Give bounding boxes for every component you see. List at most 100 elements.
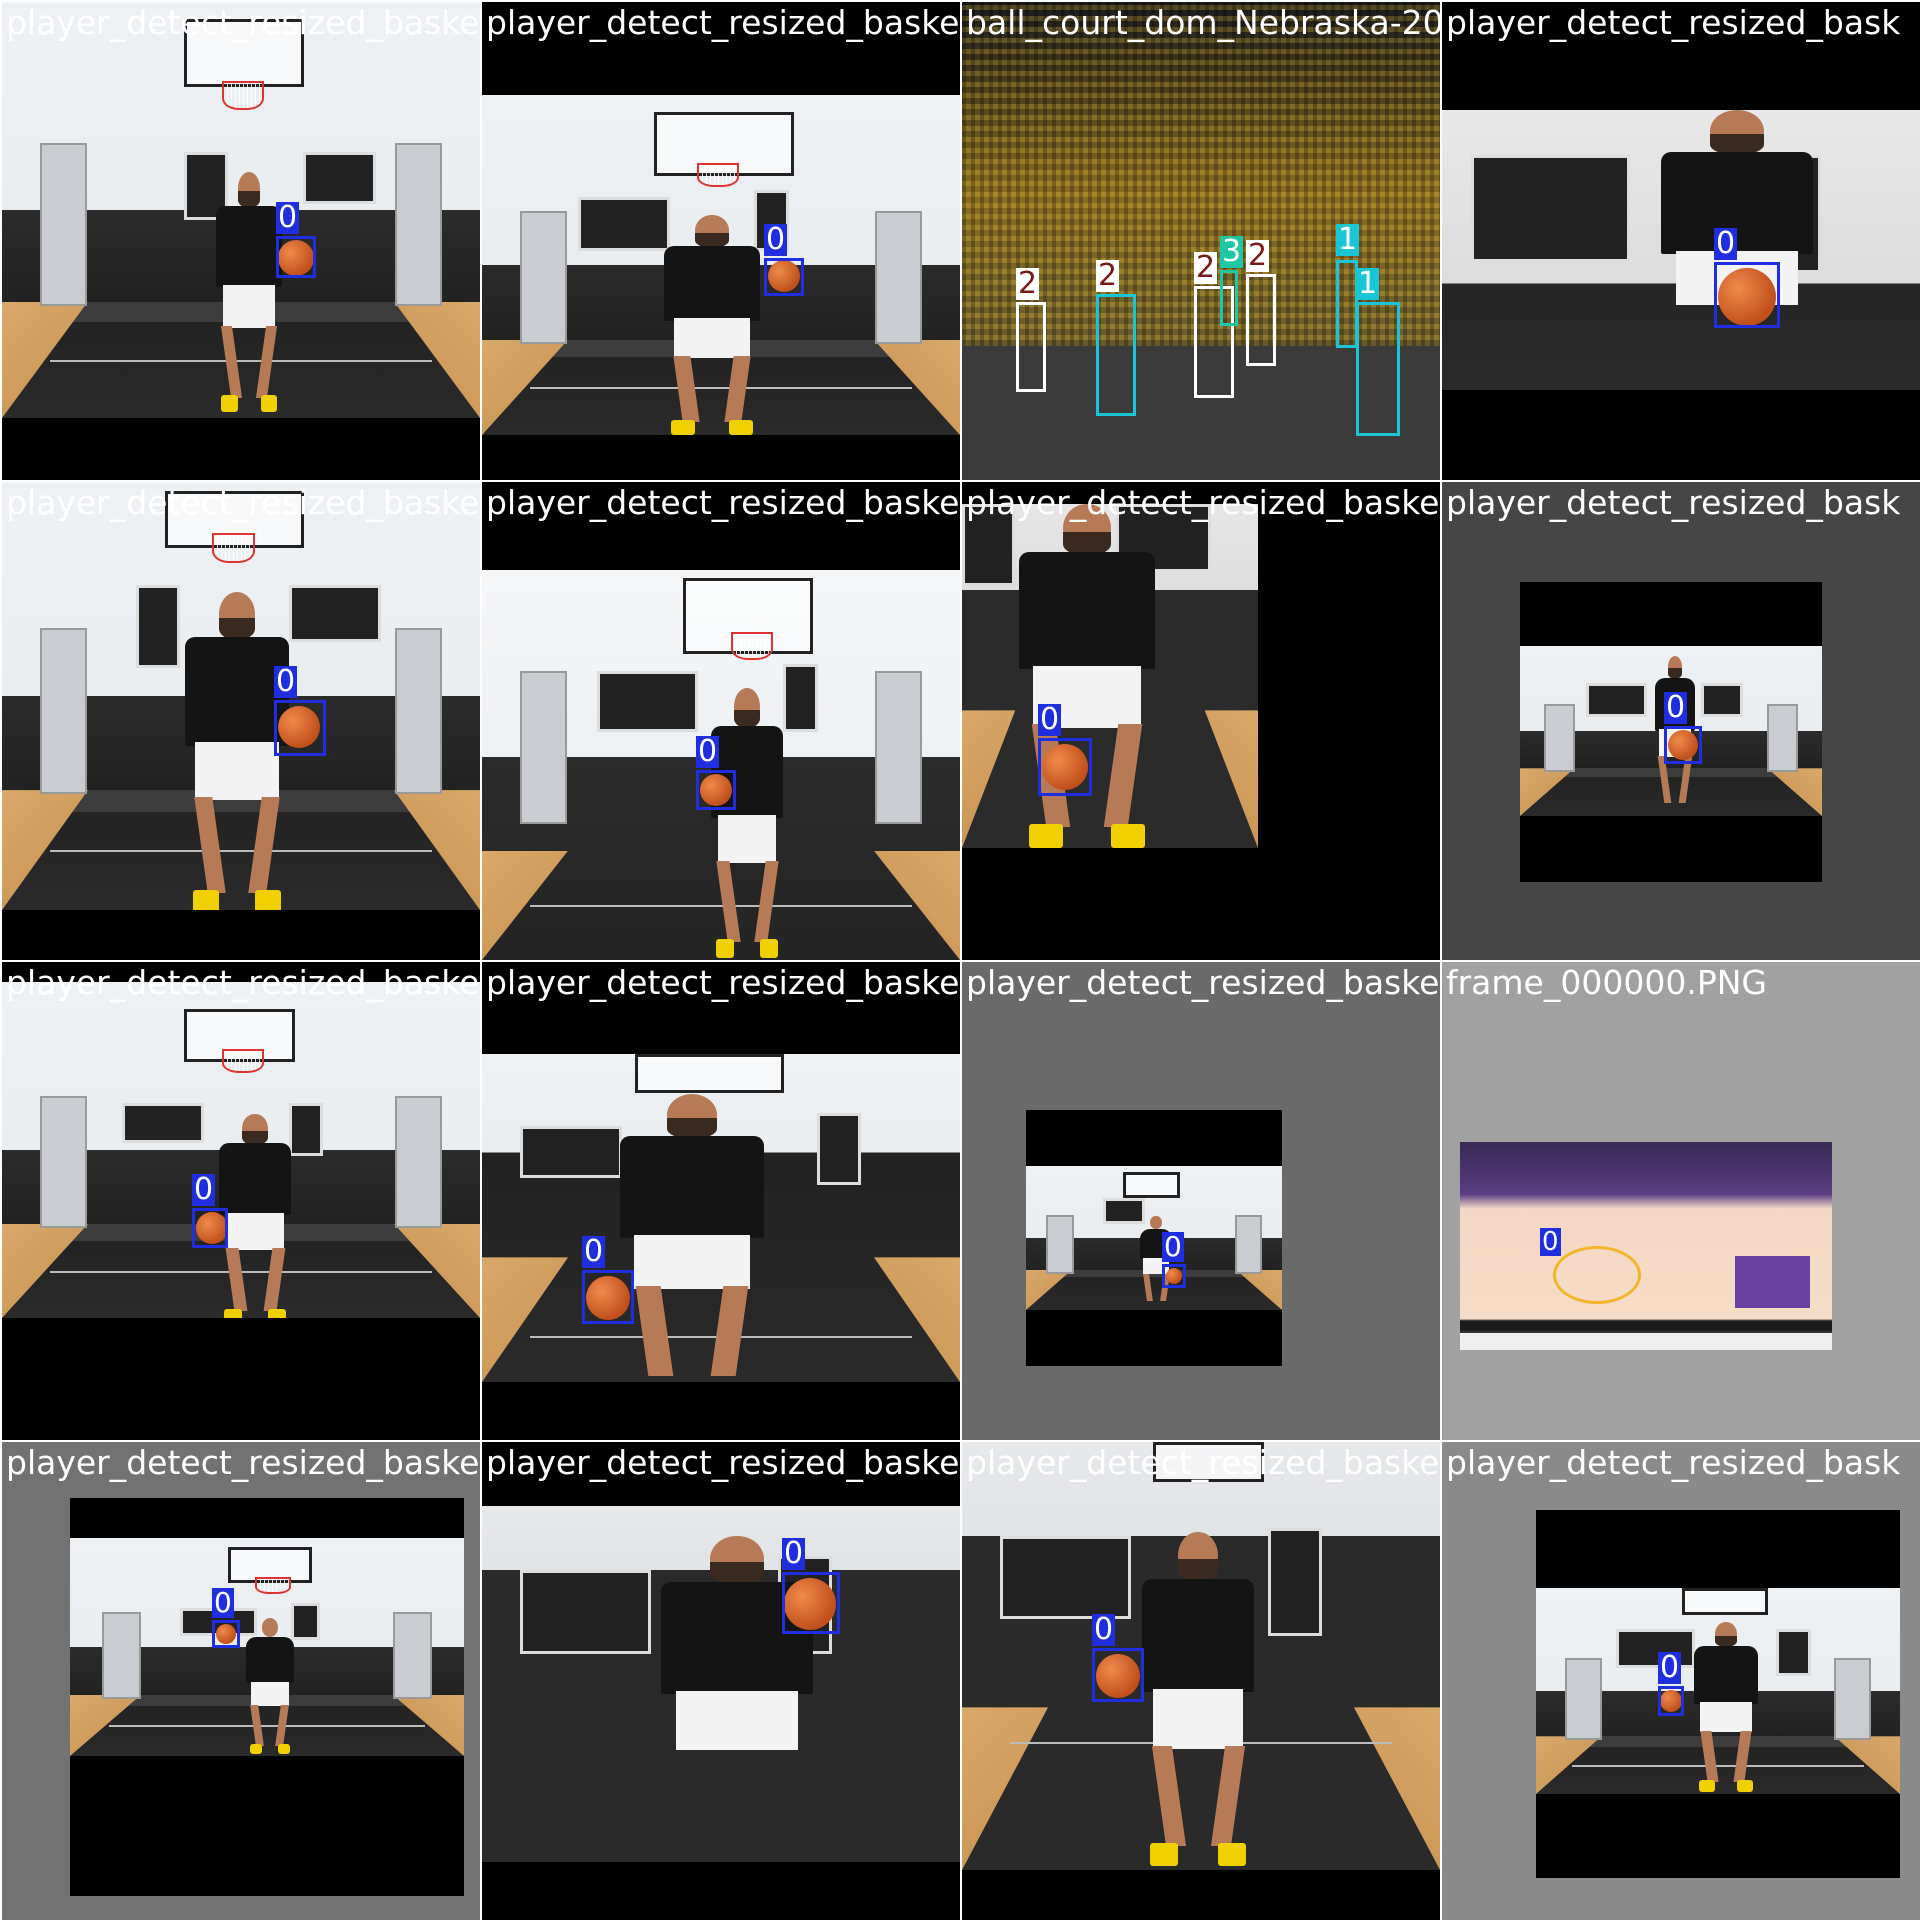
basketball bbox=[278, 706, 320, 748]
detection-box bbox=[764, 258, 804, 296]
player bbox=[1002, 504, 1172, 848]
detection-box bbox=[1220, 270, 1238, 326]
detection-box bbox=[1246, 274, 1276, 366]
tile-15: 0 player_detect_resized_bask bbox=[1442, 1442, 1920, 1920]
detection-box bbox=[274, 700, 326, 756]
tile-2-photo bbox=[962, 2, 1440, 480]
tile-caption: player_detect_resized_basketball_video_m bbox=[6, 3, 480, 42]
player bbox=[1686, 1622, 1766, 1792]
tile-caption: player_detect_resized_basketball_video_m bbox=[486, 3, 960, 42]
tile-caption: player_detect_resized_basketball_video_m bbox=[6, 963, 480, 1002]
tile-10: 0 player_detect_resized_basketball_video… bbox=[962, 962, 1440, 1440]
detection-box bbox=[1194, 286, 1234, 398]
detection-box bbox=[1356, 302, 1400, 436]
tile-8: 0 player_detect_resized_basketball_video… bbox=[2, 962, 480, 1440]
detection-label: 1 bbox=[1356, 266, 1380, 301]
detection-box bbox=[192, 1208, 228, 1248]
detection-label: 0 bbox=[1664, 690, 1688, 725]
detection-label: 0 bbox=[696, 734, 720, 769]
basketball bbox=[784, 1578, 836, 1630]
detection-label: 0 bbox=[1092, 1612, 1116, 1647]
detection-label: 0 bbox=[1038, 702, 1062, 737]
tile-6-photo bbox=[962, 504, 1258, 848]
player bbox=[702, 688, 792, 958]
basketball bbox=[1668, 730, 1698, 760]
gym-scene bbox=[1442, 110, 1920, 390]
detection-box bbox=[212, 1620, 240, 1648]
tile-caption: player_detect_resized_basketball_video_m bbox=[966, 963, 1440, 1002]
detection-label: 0 bbox=[1658, 1650, 1682, 1685]
gym-scene bbox=[482, 570, 960, 960]
basketball bbox=[216, 1624, 236, 1644]
tile-caption: player_detect_resized_bask bbox=[1446, 1443, 1901, 1482]
player bbox=[240, 1618, 300, 1754]
tile-caption: player_detect_resized_bask bbox=[1446, 3, 1901, 42]
tile-7: 0 player_detect_resized_bask bbox=[1442, 482, 1920, 960]
detection-label: 1 bbox=[1336, 222, 1360, 257]
tile-0: 0 player_detect_resized_basketball_video… bbox=[2, 2, 480, 480]
tile-1-photo bbox=[482, 95, 960, 435]
tile-15-photo bbox=[1536, 1588, 1900, 1794]
gym-scene bbox=[2, 482, 480, 910]
basketball bbox=[278, 240, 314, 276]
tile-9-photo bbox=[482, 1054, 960, 1382]
tile-11-photo bbox=[1460, 1142, 1832, 1350]
tile-10-photo bbox=[1026, 1166, 1282, 1310]
tile-12-photo bbox=[70, 1538, 464, 1756]
detection-box bbox=[782, 1572, 840, 1634]
tile-7-photo bbox=[1520, 646, 1822, 816]
tile-caption: player_detect_resized_basketball_video_m bbox=[486, 1443, 960, 1482]
gym-scene bbox=[962, 504, 1258, 848]
tile-14: 0 player_detect_resized_basketball_video… bbox=[962, 1442, 1440, 1920]
detection-box bbox=[1092, 1648, 1144, 1702]
detection-label: 2 bbox=[1016, 266, 1040, 301]
tile-caption: ball_court_dom_Nebraska-2023-03-08 bbox=[966, 3, 1440, 42]
nba-scene bbox=[1460, 1142, 1832, 1350]
tile-5-photo bbox=[482, 570, 960, 960]
detection-box bbox=[1038, 738, 1092, 796]
detection-label: 2 bbox=[1194, 250, 1218, 285]
tile-0-photo bbox=[2, 2, 480, 480]
detection-label: 3 bbox=[1220, 234, 1244, 269]
tile-1: 0 player_detect_resized_basketball_video… bbox=[482, 2, 960, 480]
tile-11: 0 frame_000000.PNG bbox=[1442, 962, 1920, 1440]
detection-label: 2 bbox=[1096, 258, 1120, 293]
detection-box bbox=[1336, 260, 1358, 348]
gym-scene bbox=[482, 95, 960, 435]
gym-scene bbox=[2, 982, 480, 1318]
tile-8-photo bbox=[2, 982, 480, 1318]
detection-box bbox=[1016, 302, 1046, 392]
tile-5: 0 player_detect_resized_basketball_video… bbox=[482, 482, 960, 960]
tile-14-photo bbox=[962, 1442, 1440, 1870]
tile-caption: frame_000000.PNG bbox=[1446, 963, 1767, 1002]
tile-caption: player_detect_resized_bask bbox=[1446, 483, 1901, 522]
tile-caption: player_detect_resized_basketball_video_m bbox=[966, 483, 1440, 522]
player bbox=[208, 172, 290, 412]
tile-3-photo bbox=[1442, 110, 1920, 390]
detection-label: 0 bbox=[582, 1234, 606, 1269]
tile-3: 0 player_detect_resized_bask bbox=[1442, 2, 1920, 480]
gym-scene bbox=[70, 1538, 464, 1756]
detection-box bbox=[276, 236, 316, 278]
tile-caption: player_detect_resized_basketball_video_m bbox=[6, 1443, 480, 1482]
detection-label: 0 bbox=[212, 1586, 234, 1619]
detection-label: 0 bbox=[274, 664, 298, 699]
tile-4: 0 player_detect_resized_basketball_video… bbox=[2, 482, 480, 960]
player bbox=[1128, 1532, 1268, 1866]
basketball bbox=[1166, 1268, 1182, 1284]
tile-caption: player_detect_resized_basketball_video_m bbox=[486, 963, 960, 1002]
detection-label: 0 bbox=[1714, 226, 1738, 261]
detection-label: 0 bbox=[276, 200, 300, 235]
arena-scene bbox=[962, 2, 1440, 480]
player bbox=[210, 1114, 300, 1318]
tile-4-photo bbox=[2, 482, 480, 960]
basketball bbox=[1718, 268, 1776, 326]
detection-label: 2 bbox=[1246, 238, 1270, 273]
gym-scene bbox=[2, 2, 480, 418]
tile-12: 0 player_detect_resized_basketball_video… bbox=[2, 1442, 480, 1920]
basketball bbox=[1042, 744, 1088, 790]
detection-label: 0 bbox=[764, 222, 788, 257]
tile-13: 0 player_detect_resized_basketball_video… bbox=[482, 1442, 960, 1920]
tile-caption: player_detect_resized_basketball_video_m bbox=[966, 1443, 1440, 1482]
